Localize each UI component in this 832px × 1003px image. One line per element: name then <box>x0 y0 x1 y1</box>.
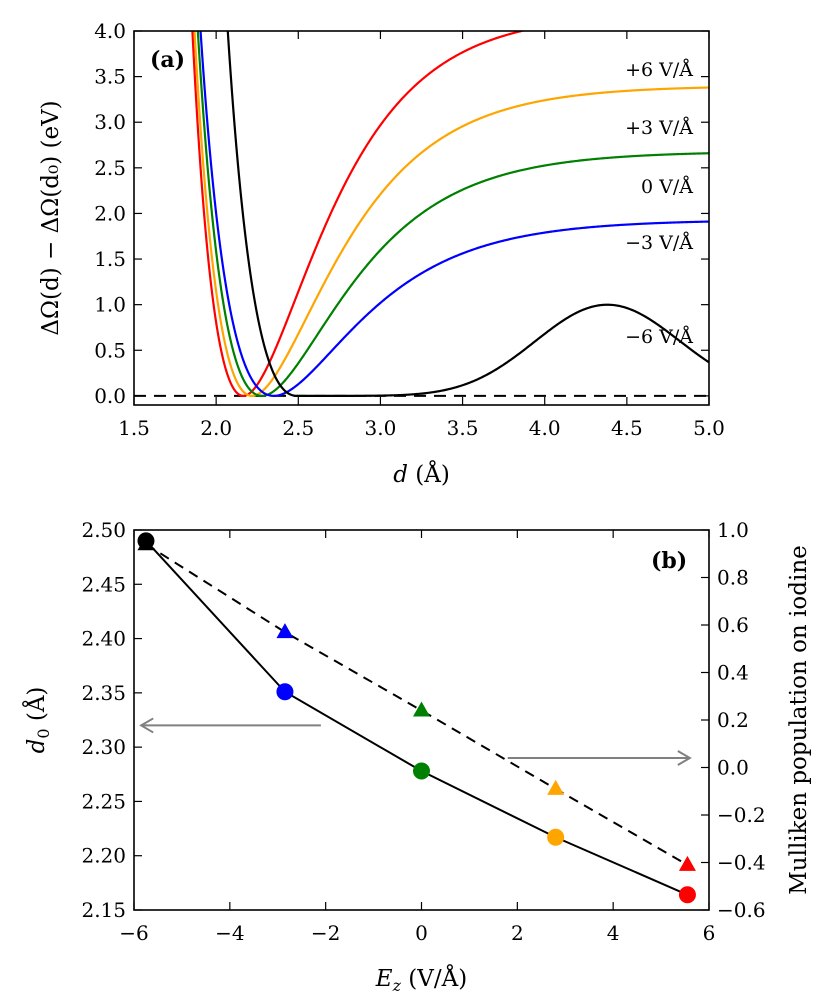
panel-b-left-tick-label: 2.50 <box>81 518 126 542</box>
panel-b-right-tick-label: 1.0 <box>717 518 749 542</box>
panel-a-label: (a) <box>150 47 185 73</box>
curve-3 <box>199 31 709 397</box>
panel-b-x-axis-symbol: E <box>375 966 393 992</box>
panel-b-markers <box>137 532 696 904</box>
panel-b-x-tick-label: −2 <box>311 921 340 945</box>
panel-a-y-tick-label: 2.5 <box>94 156 126 180</box>
panel-a-x-axis-symbol: d <box>393 462 408 488</box>
panel-a-y-tick-label: 0.0 <box>94 384 126 408</box>
panel-a-curve-labels: +6 V/Å +3 V/Å 0 V/Å −3 V/Å −6 V/Å <box>625 59 693 348</box>
panel-a-x-tick-label: 4.0 <box>529 416 561 440</box>
panel-b-right-tick-label: 0.8 <box>717 566 749 590</box>
panel-b-x-axis-subscript: z <box>392 976 402 995</box>
panel-b-left-tick-label: 2.45 <box>81 572 126 596</box>
panel-a-y-tick-label: 1.0 <box>94 293 126 317</box>
mulliken-point <box>413 701 430 717</box>
panel-b-frame <box>133 529 710 911</box>
curve-1 <box>193 31 709 397</box>
panel-b-right-tick-label: −0.4 <box>717 851 766 875</box>
panel-a-x-tick-label: 5.0 <box>693 416 725 440</box>
panel-a-x-tick-label: 4.5 <box>611 416 643 440</box>
panel-b-arrows <box>139 717 692 766</box>
panel-a-x-tick-label: 2.0 <box>200 416 232 440</box>
panel-a-y-tick-label: 4.0 <box>94 19 126 43</box>
panel-b-right-tick-label: 0.4 <box>717 661 749 685</box>
d0-point <box>547 828 565 846</box>
panel-a-frame <box>133 30 710 406</box>
panel-a-y-tick-label: 1.5 <box>94 247 126 271</box>
panel-b-right-axis-title: Mulliken population on iodine <box>786 545 812 895</box>
panel-a-y-tick-label: 0.5 <box>94 338 126 362</box>
panel-b-x-tick-label: 2 <box>511 921 524 945</box>
panel-b-right-tick-label: 0.6 <box>717 613 749 637</box>
panel-b-right-tick-label: −0.6 <box>717 898 766 922</box>
panel-b-x-tick-label: −6 <box>119 921 148 945</box>
curve-label-3: −3 V/Å <box>625 232 693 254</box>
panel-a-y-axis-title: ΔΩ(d) − ΔΩ(d₀) (eV) <box>38 100 64 335</box>
curve-label-0: +6 V/Å <box>625 59 693 81</box>
panel-b-right-tick-label: −0.2 <box>717 803 766 827</box>
curve-label-4: −6 V/Å <box>625 326 693 348</box>
d0-point <box>678 886 696 904</box>
panel-b-x-tick-label: 0 <box>415 921 428 945</box>
panel-b-left-axis-unit: (Å) <box>22 687 50 729</box>
panel-a-curves <box>191 31 709 397</box>
mulliken-point <box>678 855 696 871</box>
mulliken-line <box>145 543 688 866</box>
axis-arrow-head-right <box>677 750 692 766</box>
panel-b-left-tick-label: 2.20 <box>81 844 126 868</box>
panel-a-ticks: 1.5 2.0 2.5 3.0 3.5 4.0 4.5 5.0 0.0 0.5 1.0 1.5 2.0 2… <box>94 19 725 440</box>
mulliken-point <box>276 623 294 639</box>
panel-a: 1.5 2.0 2.5 3.0 3.5 4.0 4.5 5.0 0.0 0.5 1.0 1.5 2.0 2… <box>38 19 725 488</box>
panel-a-x-tick-label: 3.5 <box>447 416 479 440</box>
panel-a-y-tick-label: 2.0 <box>94 201 126 225</box>
panel-b-left-axis-title: d0 (Å) <box>22 687 53 754</box>
panel-b-right-tick-label: 0.2 <box>717 708 749 732</box>
panel-b-label: (b) <box>651 548 687 574</box>
panel-b: −6 −4 −2 0 2 4 6 2.15 2.20 2.25 2.30 2.35 2.40 2.45 2.… <box>22 518 812 995</box>
panel-b-x-tick-label: 6 <box>703 921 716 945</box>
panel-a-y-tick-label: 3.5 <box>94 65 126 89</box>
panel-b-left-tick-label: 2.35 <box>81 681 126 705</box>
d0-point <box>276 683 294 701</box>
panel-b-ticks: −6 −4 −2 0 2 4 6 2.15 2.20 2.25 2.30 2.35 2.40 2.45 2.… <box>81 518 765 945</box>
panel-a-x-axis-unit: (Å) <box>408 460 450 488</box>
panel-a-y-tick-label: 3.0 <box>94 110 126 134</box>
panel-a-x-tick-label: 2.5 <box>282 416 314 440</box>
mulliken-point <box>137 535 155 551</box>
panel-a-x-tick-label: 3.0 <box>365 416 397 440</box>
curve-label-2: 0 V/Å <box>641 176 693 198</box>
panel-b-x-tick-label: 4 <box>607 921 620 945</box>
panel-b-x-axis-unit: (V/Å) <box>401 964 467 992</box>
panel-b-left-tick-label: 2.15 <box>81 898 126 922</box>
axis-arrow-head-left <box>139 717 154 734</box>
panel-b-left-axis-symbol: d <box>24 739 50 754</box>
d0-line <box>145 540 688 896</box>
panel-b-left-axis-subscript: 0 <box>34 728 53 738</box>
panel-b-x-axis-title: Ez (V/Å) <box>375 964 467 995</box>
curve-0 <box>191 31 527 397</box>
curve-2 <box>196 31 709 397</box>
curve-4 <box>226 31 709 397</box>
panel-b-lines <box>145 540 688 896</box>
panel-a-x-tick-label: 1.5 <box>118 416 150 440</box>
mulliken-point <box>547 779 565 795</box>
panel-b-left-tick-label: 2.40 <box>81 627 126 651</box>
curve-label-1: +3 V/Å <box>625 117 693 139</box>
panel-b-x-tick-label: −4 <box>215 921 244 945</box>
panel-b-left-tick-label: 2.30 <box>81 735 126 759</box>
panel-a-x-axis-title: d (Å) <box>393 460 450 488</box>
panel-b-right-tick-label: 0.0 <box>717 756 749 780</box>
panel-b-left-tick-label: 2.25 <box>81 789 126 813</box>
d0-point <box>413 762 430 780</box>
